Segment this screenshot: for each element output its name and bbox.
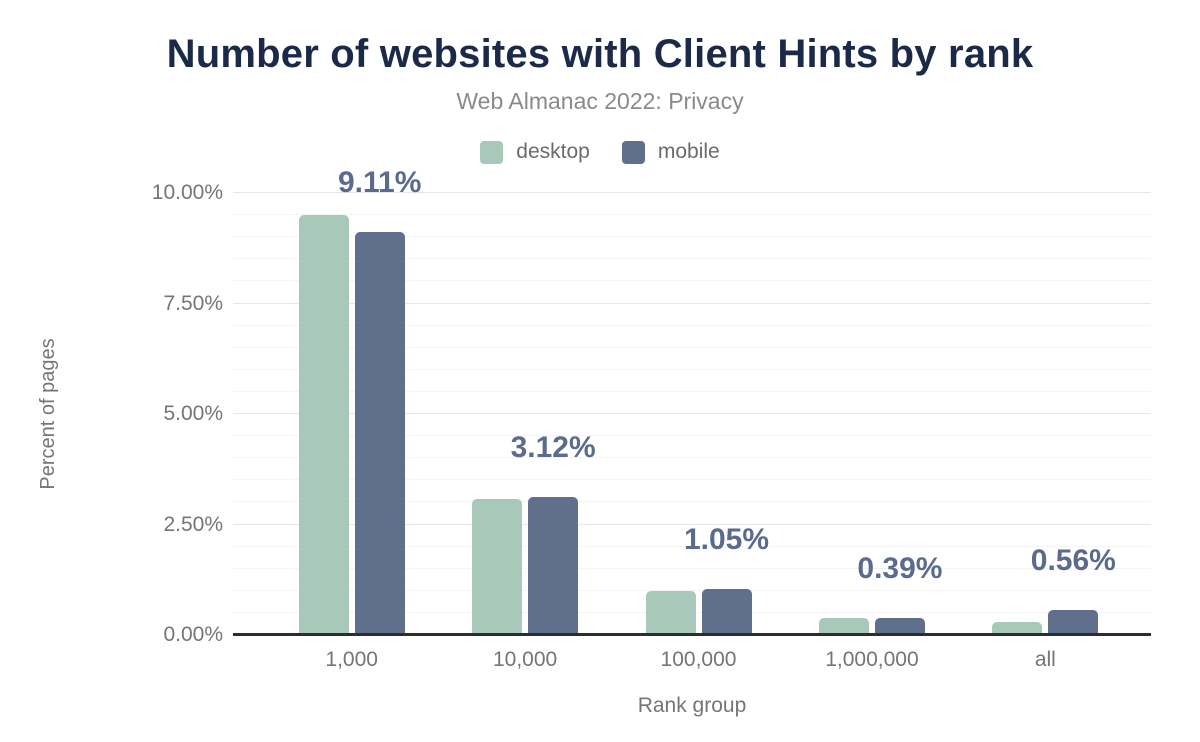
legend: desktop mobile xyxy=(0,140,1200,164)
desktop-bar[interactable] xyxy=(298,215,349,635)
x-tick-label: 100,000 xyxy=(660,648,737,671)
x-axis-tick-labels: 1,000 10,000 100,000 1,000,000 all xyxy=(265,648,1132,672)
legend-item-mobile: mobile xyxy=(621,140,720,164)
bar-group-1-000-000: 0.39% xyxy=(785,193,958,635)
bar-group-10-000: 3.12% xyxy=(438,193,611,635)
minor-gridline xyxy=(233,346,1151,348)
minor-gridline xyxy=(233,368,1151,370)
y-tick-label: 10.00% xyxy=(151,181,223,204)
major-gridline xyxy=(233,413,1151,414)
x-tick-label: 10,000 xyxy=(492,648,558,671)
major-gridline xyxy=(233,523,1151,525)
mobile-swatch-icon xyxy=(621,140,645,164)
minor-gridline xyxy=(233,501,1151,503)
bar-pair: 0.56% xyxy=(992,546,1116,635)
desktop-bar[interactable] xyxy=(472,498,523,635)
desktop-bar[interactable] xyxy=(645,590,696,635)
bar-pair: 3.12% xyxy=(472,433,596,635)
major-gridline xyxy=(233,302,1151,304)
mobile-bar[interactable] xyxy=(1048,610,1099,635)
minor-gridline xyxy=(233,214,1151,216)
minor-gridline xyxy=(233,324,1151,326)
mobile-bar[interactable] xyxy=(354,232,405,635)
data-label: 3.12% xyxy=(510,431,596,465)
bar-groups: 9.11% 3.12% 1.05% 0.39% 0.56% xyxy=(265,168,1132,635)
data-label: 9.11% xyxy=(337,166,422,200)
bar-pair: 0.39% xyxy=(818,553,942,635)
x-axis-title: Rank group xyxy=(637,694,747,717)
mobile-bar[interactable] xyxy=(874,617,925,635)
minor-gridline xyxy=(233,258,1151,260)
x-tick-label: all xyxy=(1034,648,1056,671)
y-tick-label: 0.00% xyxy=(163,623,223,646)
minor-gridline xyxy=(233,457,1151,459)
minor-gridline xyxy=(233,236,1151,238)
chart-subtitle: Web Almanac 2022: Privacy xyxy=(456,88,744,114)
minor-gridline xyxy=(233,435,1151,437)
bar-pair: 1.05% xyxy=(645,524,769,635)
y-tick-label: 5.00% xyxy=(163,402,223,425)
bar-group-1-000: 9.11% xyxy=(265,168,438,635)
y-tick-label: 2.50% xyxy=(163,512,223,536)
bar-pair: 9.11% xyxy=(298,168,421,635)
legend-item-desktop: desktop xyxy=(480,140,590,164)
minor-gridline xyxy=(233,479,1151,481)
x-tick-label: 1,000 xyxy=(325,648,378,671)
y-tick-label: 7.50% xyxy=(163,291,223,315)
minor-gridline xyxy=(233,567,1151,569)
desktop-swatch-icon xyxy=(480,140,504,164)
data-label: 0.56% xyxy=(1030,544,1116,578)
x-tick-label: 1,000,000 xyxy=(825,648,919,671)
major-gridline xyxy=(233,192,1151,193)
data-label: 0.39% xyxy=(857,551,943,585)
minor-gridline xyxy=(233,589,1151,591)
mobile-bar[interactable] xyxy=(528,497,579,635)
minor-gridline xyxy=(233,390,1151,392)
desktop-bar[interactable] xyxy=(992,621,1043,635)
data-label: 1.05% xyxy=(683,522,770,556)
minor-gridline xyxy=(233,280,1151,282)
legend-label-desktop: desktop xyxy=(516,140,590,163)
y-axis-tick-labels: 0.00% 2.50% 5.00% 7.50% 10.00% xyxy=(0,182,223,646)
plot-area: 9.11% 3.12% 1.05% 0.39% 0.56% xyxy=(233,168,1151,636)
bar-group-100-000: 1.05% xyxy=(612,193,785,635)
desktop-bar[interactable] xyxy=(818,618,869,635)
minor-gridline xyxy=(233,545,1151,547)
bar-group-all: 0.56% xyxy=(959,193,1132,635)
x-axis-line xyxy=(233,633,1151,636)
chart-title: Number of websites with Client Hints by … xyxy=(166,32,1034,76)
legend-label-mobile: mobile xyxy=(657,140,720,163)
mobile-bar[interactable] xyxy=(701,588,752,635)
